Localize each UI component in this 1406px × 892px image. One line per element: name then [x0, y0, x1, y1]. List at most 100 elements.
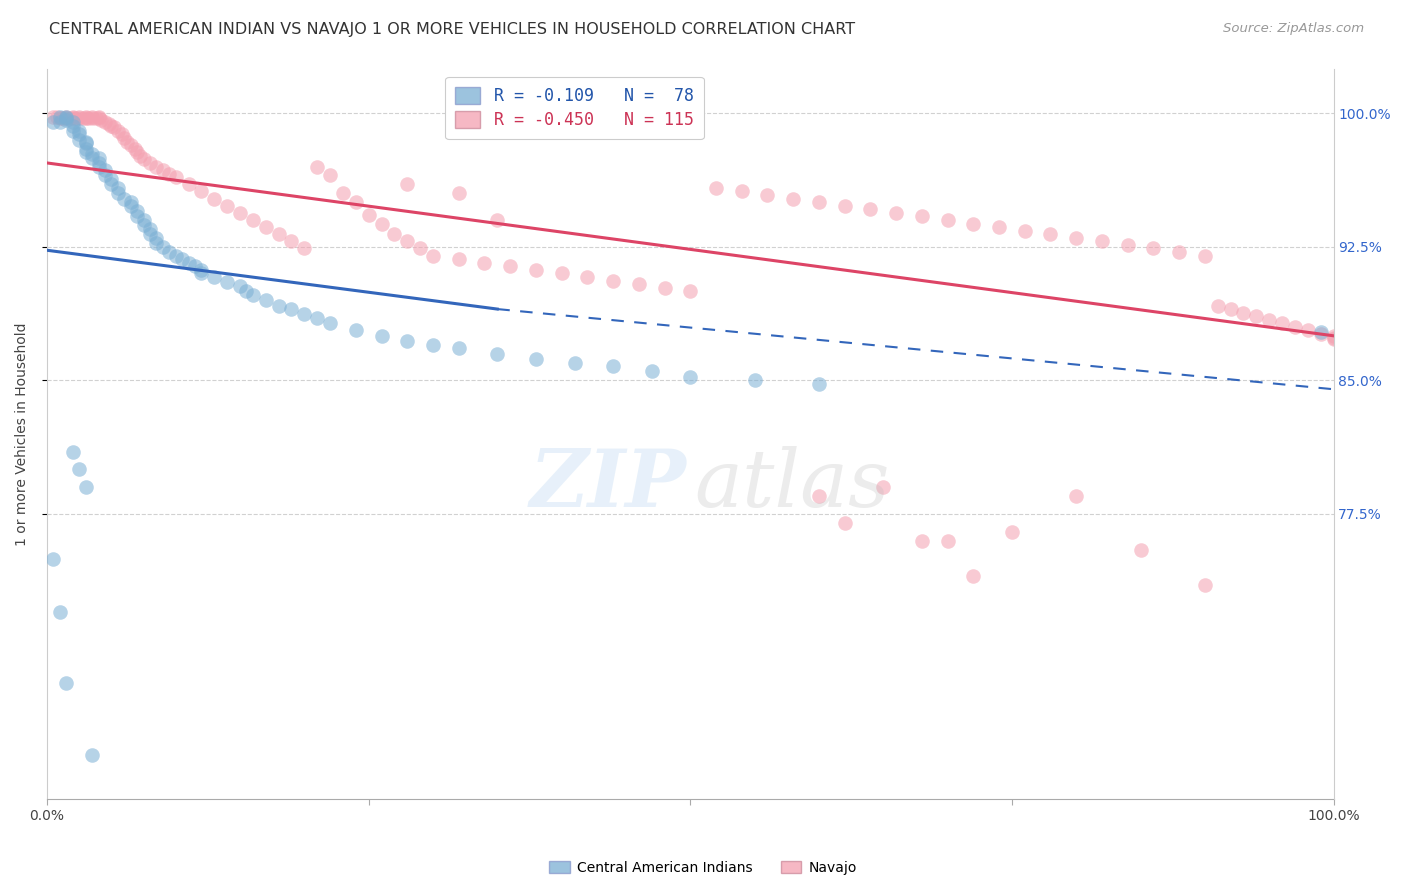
- Point: [62, 119, 84, 133]
- Point: [396, 178, 419, 192]
- Point: [97, 117, 120, 131]
- Point: [75, 142, 97, 156]
- Point: [1296, 323, 1319, 337]
- Point: [292, 242, 315, 256]
- Point: [834, 516, 856, 530]
- Point: [132, 213, 155, 227]
- Point: [884, 206, 907, 220]
- Point: [80, 747, 103, 762]
- Point: [1219, 301, 1241, 316]
- Point: [267, 298, 290, 312]
- Point: [127, 145, 149, 160]
- Point: [94, 115, 117, 129]
- Point: [1142, 242, 1164, 256]
- Point: [177, 178, 200, 192]
- Point: [132, 219, 155, 233]
- Point: [911, 210, 934, 224]
- Point: [254, 220, 277, 235]
- Point: [42, 115, 65, 129]
- Point: [202, 192, 225, 206]
- Point: [1258, 312, 1281, 326]
- Point: [229, 206, 252, 220]
- Point: [1014, 224, 1036, 238]
- Point: [370, 328, 392, 343]
- Point: [911, 533, 934, 548]
- Point: [654, 281, 676, 295]
- Point: [67, 133, 90, 147]
- Point: [120, 195, 142, 210]
- Point: [1064, 489, 1087, 503]
- Point: [409, 242, 432, 256]
- Point: [55, 676, 77, 690]
- Point: [127, 210, 149, 224]
- Point: [280, 301, 302, 316]
- Text: CENTRAL AMERICAN INDIAN VS NAVAJO 1 OR MORE VEHICLES IN HOUSEHOLD CORRELATION CH: CENTRAL AMERICAN INDIAN VS NAVAJO 1 OR M…: [49, 22, 855, 37]
- Point: [859, 202, 882, 217]
- Point: [139, 227, 162, 242]
- Point: [172, 252, 194, 267]
- Point: [679, 369, 702, 384]
- Legend: Central American Indians, Navajo: Central American Indians, Navajo: [544, 855, 862, 880]
- Point: [157, 167, 180, 181]
- Point: [242, 213, 264, 227]
- Point: [731, 185, 754, 199]
- Point: [756, 188, 779, 202]
- Point: [190, 267, 212, 281]
- Point: [1271, 316, 1294, 330]
- Text: ZIP: ZIP: [530, 446, 686, 524]
- Point: [87, 112, 110, 126]
- Point: [80, 147, 103, 161]
- Point: [1064, 231, 1087, 245]
- Point: [128, 149, 150, 163]
- Point: [49, 112, 72, 126]
- Point: [307, 160, 329, 174]
- Point: [165, 170, 187, 185]
- Point: [42, 110, 65, 124]
- Point: [1322, 330, 1344, 344]
- Point: [217, 276, 239, 290]
- Point: [280, 235, 302, 249]
- Point: [564, 355, 586, 369]
- Point: [100, 178, 122, 192]
- Point: [75, 110, 97, 124]
- Point: [1116, 238, 1139, 252]
- Point: [139, 156, 162, 170]
- Point: [75, 135, 97, 149]
- Point: [80, 112, 103, 126]
- Point: [474, 256, 496, 270]
- Point: [486, 346, 509, 360]
- Point: [1168, 245, 1191, 260]
- Text: atlas: atlas: [695, 446, 890, 524]
- Point: [936, 533, 959, 548]
- Point: [704, 181, 727, 195]
- Point: [67, 124, 90, 138]
- Point: [87, 156, 110, 170]
- Point: [679, 285, 702, 299]
- Point: [254, 293, 277, 307]
- Point: [152, 163, 174, 178]
- Point: [370, 217, 392, 231]
- Point: [486, 213, 509, 227]
- Point: [834, 199, 856, 213]
- Point: [107, 186, 129, 201]
- Point: [59, 112, 82, 126]
- Point: [550, 267, 572, 281]
- Point: [67, 112, 90, 126]
- Point: [319, 169, 342, 183]
- Point: [107, 124, 129, 138]
- Point: [1129, 542, 1152, 557]
- Point: [1322, 332, 1344, 346]
- Point: [641, 364, 664, 378]
- Point: [94, 163, 117, 178]
- Point: [77, 112, 100, 126]
- Point: [1246, 309, 1268, 323]
- Text: Source: ZipAtlas.com: Source: ZipAtlas.com: [1223, 22, 1364, 36]
- Point: [152, 240, 174, 254]
- Point: [65, 112, 87, 126]
- Point: [124, 142, 146, 156]
- Point: [1039, 227, 1062, 242]
- Point: [422, 249, 444, 263]
- Point: [344, 195, 367, 210]
- Point: [384, 227, 406, 242]
- Point: [75, 145, 97, 160]
